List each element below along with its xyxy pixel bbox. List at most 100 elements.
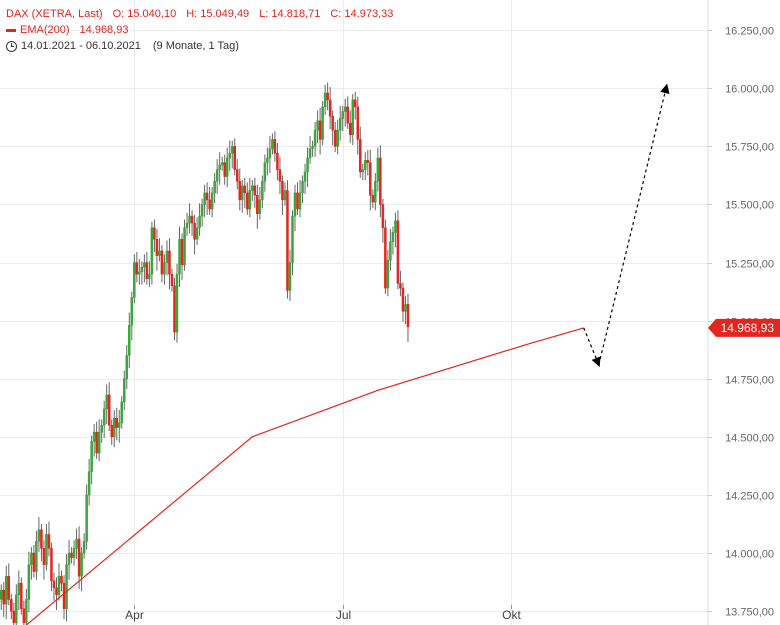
candle-body: [374, 180, 377, 203]
candle-body: [391, 232, 395, 242]
candle-body: [313, 129, 317, 147]
candle-body: [266, 157, 269, 163]
candle-body: [2, 589, 6, 605]
ema-value: 14.968,93: [79, 24, 129, 36]
candle-body: [163, 262, 166, 275]
y-tick-label: 16.250,00: [725, 26, 774, 38]
candle-body: [82, 541, 86, 554]
candle-body: [80, 552, 83, 577]
candle-body: [243, 185, 247, 194]
candle-body: [359, 139, 362, 173]
y-axis: 13.750,00 14.000,00 14.250,00 14.500,00 14.7…: [707, 0, 774, 625]
candle-body: [102, 408, 106, 426]
candle-body: [203, 192, 206, 205]
arrow-up: [598, 83, 670, 365]
candle-body: [296, 192, 299, 210]
candle-body: [60, 575, 63, 584]
candle-body: [148, 273, 151, 280]
candle-body: [238, 180, 242, 201]
candle-body: [183, 227, 186, 266]
low-value: L: 14.818,71: [259, 8, 321, 20]
date-range: 14.01.2021 - 06.10.2021: [21, 40, 141, 52]
candle-body: [401, 287, 405, 312]
candle-body: [236, 169, 239, 182]
candle-body: [200, 204, 204, 217]
candle-body: [180, 239, 184, 266]
projection-arrows: [583, 83, 670, 367]
candle-body: [336, 129, 339, 147]
candle-body: [288, 262, 292, 291]
candle-body: [384, 227, 387, 289]
candlestick-series: [0, 82, 410, 625]
candle-body: [190, 215, 194, 224]
candle-body: [52, 580, 56, 589]
candle-body: [286, 190, 289, 291]
candle-body: [251, 185, 254, 191]
y-tick-label: 13.750,00: [725, 607, 774, 619]
candle-body: [303, 171, 307, 182]
candle-body: [223, 162, 226, 177]
candle-body: [210, 192, 214, 210]
candle-body: [268, 148, 272, 159]
y-tick-label: 14.750,00: [725, 375, 774, 387]
candle-body: [135, 262, 139, 275]
y-tick-label: 14.000,00: [725, 549, 774, 561]
candle-body: [150, 227, 154, 275]
candle-body: [283, 190, 287, 201]
candle-body: [281, 180, 284, 201]
candle-body: [100, 424, 103, 433]
candle-body: [316, 120, 319, 131]
candle-body: [396, 220, 400, 284]
candle-body: [40, 529, 43, 549]
candle-body: [42, 548, 46, 565]
candle-body: [170, 273, 174, 287]
candle-body: [37, 529, 41, 542]
candle-body: [261, 180, 264, 201]
candle-body: [253, 185, 257, 196]
candle-body: [7, 575, 11, 600]
candle-body: [263, 162, 267, 182]
ema-line: [25, 327, 584, 625]
candle-body: [72, 548, 76, 558]
high-value: H: 15.049,49: [186, 8, 250, 20]
candle-body: [12, 610, 16, 623]
candle-body: [32, 552, 36, 572]
candle-body: [351, 99, 354, 136]
candle-body: [338, 118, 342, 131]
candle-body: [57, 575, 61, 596]
candle-body: [301, 180, 304, 194]
candle-body: [311, 146, 314, 149]
candle-body: [271, 139, 274, 149]
candle-body: [145, 262, 149, 280]
candle-body: [361, 169, 365, 173]
candle-body: [67, 552, 71, 565]
y-tick-label: 15.500,00: [725, 200, 774, 212]
candle-body: [115, 417, 118, 428]
candle-body: [326, 92, 329, 101]
candle-body: [27, 564, 31, 600]
ema-200-line: [25, 327, 584, 625]
candle-body: [173, 285, 176, 333]
candle-body: [369, 162, 372, 196]
y-tick-label: 15.250,00: [725, 259, 774, 271]
candle-body: [273, 139, 277, 154]
candle-body: [293, 192, 297, 217]
candle-body: [246, 192, 249, 210]
candle-body: [17, 582, 21, 596]
candle-body: [75, 538, 78, 549]
last-price-tag: [708, 318, 780, 337]
candle-body: [188, 215, 191, 224]
close-value: C: 14.973,33: [330, 8, 394, 20]
candle-body: [160, 250, 164, 275]
y-tick-label: 14.500,00: [725, 433, 774, 445]
candle-body: [328, 99, 332, 117]
candle-body: [87, 471, 91, 496]
candle-body: [153, 227, 156, 240]
candle-body: [399, 283, 402, 289]
candle-body: [323, 92, 327, 108]
candle-body: [298, 192, 302, 210]
candle-body: [348, 122, 352, 136]
candle-body: [77, 538, 81, 577]
candle-body: [376, 157, 380, 182]
